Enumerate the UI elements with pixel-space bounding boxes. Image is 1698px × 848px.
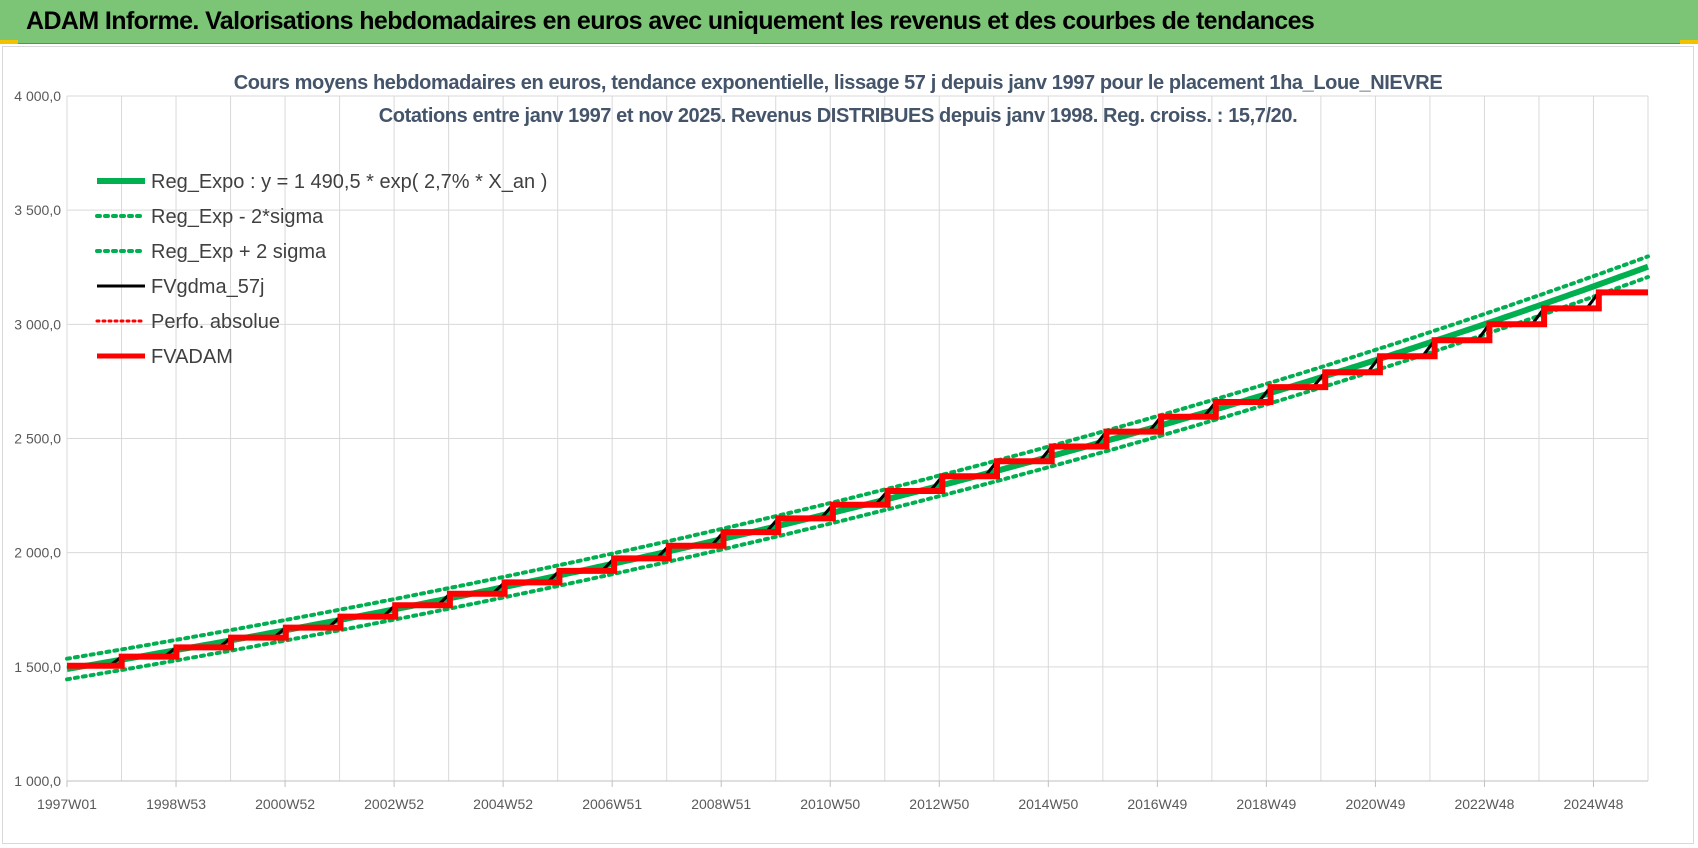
y-tick-label: 1 500,0	[14, 659, 61, 675]
x-tick-label: 2014W50	[1018, 796, 1078, 812]
reg-plus-2sigma-line	[65, 254, 1650, 661]
legend-label: Reg_Expo : y = 1 490,5 * exp( 2,7% * X_a…	[151, 171, 547, 193]
x-tick-label: 2010W50	[800, 796, 860, 812]
chart-title-line2: Cotations entre janv 1997 et nov 2025. R…	[379, 105, 1298, 127]
y-tick-label: 3 500,0	[14, 202, 61, 218]
report-header: ADAM Informe. Valorisations hebdomadaire…	[0, 0, 1698, 44]
legend-label: FVADAM	[151, 346, 233, 368]
x-tick-label: 1998W53	[146, 796, 206, 812]
x-tick-label: 2022W48	[1454, 796, 1514, 812]
y-tick-label: 2 000,0	[14, 545, 61, 561]
x-tick-label: 2020W49	[1345, 796, 1405, 812]
legend: Reg_Expo : y = 1 490,5 * exp( 2,7% * X_a…	[95, 171, 547, 368]
x-tick-label: 2008W51	[691, 796, 751, 812]
x-tick-label: 2006W51	[582, 796, 642, 812]
x-tick-label: 2016W49	[1127, 796, 1187, 812]
y-tick-label: 3 000,0	[14, 316, 61, 332]
reg-minus-2sigma-line	[65, 275, 1650, 682]
reg-expo-line	[66, 263, 1650, 672]
series-group	[65, 254, 1650, 682]
y-tick-label: 4 000,0	[14, 88, 61, 104]
x-tick-label: 1997W01	[37, 796, 97, 812]
y-axis: 1 000,0 1 500,0 2 000,0 2 500,0 3 000,0 3 500…	[14, 88, 61, 789]
x-tick-label: 2004W52	[473, 796, 533, 812]
x-axis: 1997W01 1998W53 2000W52 2002W52 2004W52 2006W…	[37, 781, 1624, 812]
legend-label: Reg_Exp - 2*sigma	[151, 206, 324, 228]
x-tick-label: 2012W50	[909, 796, 969, 812]
legend-label: Reg_Exp + 2 sigma	[151, 241, 327, 263]
y-tick-label: 1 000,0	[14, 773, 61, 789]
x-tick-label: 2002W52	[364, 796, 424, 812]
x-tick-label: 2018W49	[1236, 796, 1296, 812]
x-tick-label: 2024W48	[1564, 796, 1624, 812]
y-tick-label: 2 500,0	[14, 431, 61, 447]
corner-marker-right	[1680, 40, 1698, 44]
chart-title-line1: Cours moyens hebdomadaires en euros, ten…	[234, 72, 1443, 94]
chart-frame	[2, 46, 1694, 844]
report-title: ADAM Informe. Valorisations hebdomadaire…	[26, 7, 1315, 35]
legend-label: FVgdma_57j	[151, 276, 264, 298]
legend-label: Perfo. absolue	[151, 311, 280, 333]
corner-marker-left	[0, 40, 18, 44]
fvadam-line	[67, 289, 1648, 669]
gridlines	[66, 95, 1649, 782]
x-tick-label: 2000W52	[255, 796, 315, 812]
